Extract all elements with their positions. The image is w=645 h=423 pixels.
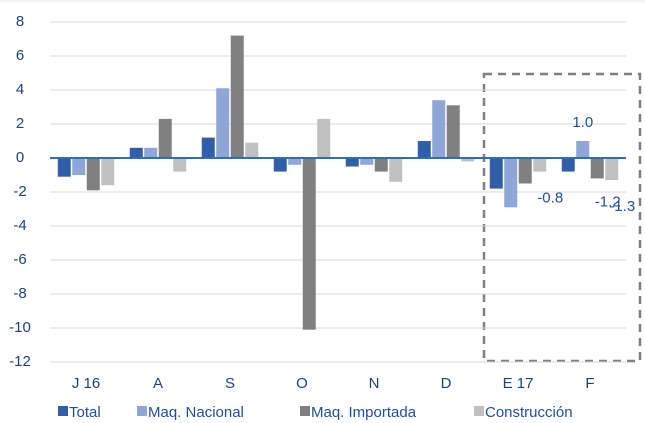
- value-label: -0.8: [537, 190, 563, 207]
- y-tick-label: -6: [13, 251, 26, 268]
- bar: [230, 35, 244, 158]
- bar: [129, 147, 143, 158]
- bar: [288, 158, 302, 165]
- y-tick-label: 6: [16, 47, 24, 64]
- y-tick-label: -12: [9, 353, 31, 370]
- legend-label: Maq. Nacional: [148, 404, 244, 421]
- bar: [504, 158, 518, 208]
- bar: [144, 147, 158, 158]
- x-tick-label: O: [296, 375, 308, 392]
- value-label: 1.0: [572, 114, 593, 131]
- bar: [101, 158, 115, 186]
- bar: [590, 158, 604, 179]
- bar: [345, 158, 359, 167]
- highlight-box: [482, 72, 642, 363]
- x-tick-label: J 16: [72, 375, 100, 392]
- bar: [86, 158, 100, 191]
- bar: [374, 158, 388, 172]
- bar: [533, 158, 547, 172]
- bar: [489, 158, 503, 189]
- bar: [576, 141, 590, 158]
- value-label: -1.2: [595, 193, 621, 210]
- bar: [561, 158, 575, 172]
- bar: [389, 158, 403, 182]
- legend-label: Construcción: [485, 404, 573, 421]
- x-tick-label: F: [585, 375, 594, 392]
- y-tick-label: 8: [16, 13, 24, 30]
- bar: [57, 158, 71, 177]
- y-tick-label: 0: [16, 149, 24, 166]
- legend-swatch: [137, 406, 147, 416]
- bar: [158, 118, 172, 158]
- legend-label: Total: [69, 404, 101, 421]
- y-tick-label: -4: [13, 217, 26, 234]
- x-tick-label: E 17: [503, 375, 534, 392]
- bar: [273, 158, 287, 172]
- y-tick-label: 4: [16, 81, 24, 98]
- x-tick-label: S: [225, 375, 235, 392]
- y-tick-label: -2: [13, 183, 26, 200]
- legend-swatch: [300, 406, 310, 416]
- bar: [201, 137, 215, 158]
- bar: [302, 158, 316, 330]
- x-tick-label: D: [441, 375, 452, 392]
- bar: [518, 158, 532, 184]
- y-tick-label: -10: [9, 319, 31, 336]
- x-tick-label: A: [153, 375, 163, 392]
- y-tick-label: 2: [16, 115, 24, 132]
- legend-swatch: [58, 406, 68, 416]
- bar: [317, 118, 331, 158]
- bar: [216, 88, 230, 158]
- legend-swatch: [474, 406, 484, 416]
- bar: [461, 158, 475, 162]
- bar: [360, 158, 374, 165]
- bar: [173, 158, 187, 172]
- value-label: -1.3: [609, 198, 635, 215]
- x-tick-label: N: [369, 375, 380, 392]
- bar: [446, 105, 460, 158]
- y-tick-label: -8: [13, 285, 26, 302]
- bar: [417, 141, 431, 158]
- bar: [432, 100, 446, 158]
- bar: [245, 142, 259, 158]
- bar: [72, 158, 86, 175]
- bar: [605, 158, 619, 181]
- legend-label: Maq. Importada: [311, 404, 417, 421]
